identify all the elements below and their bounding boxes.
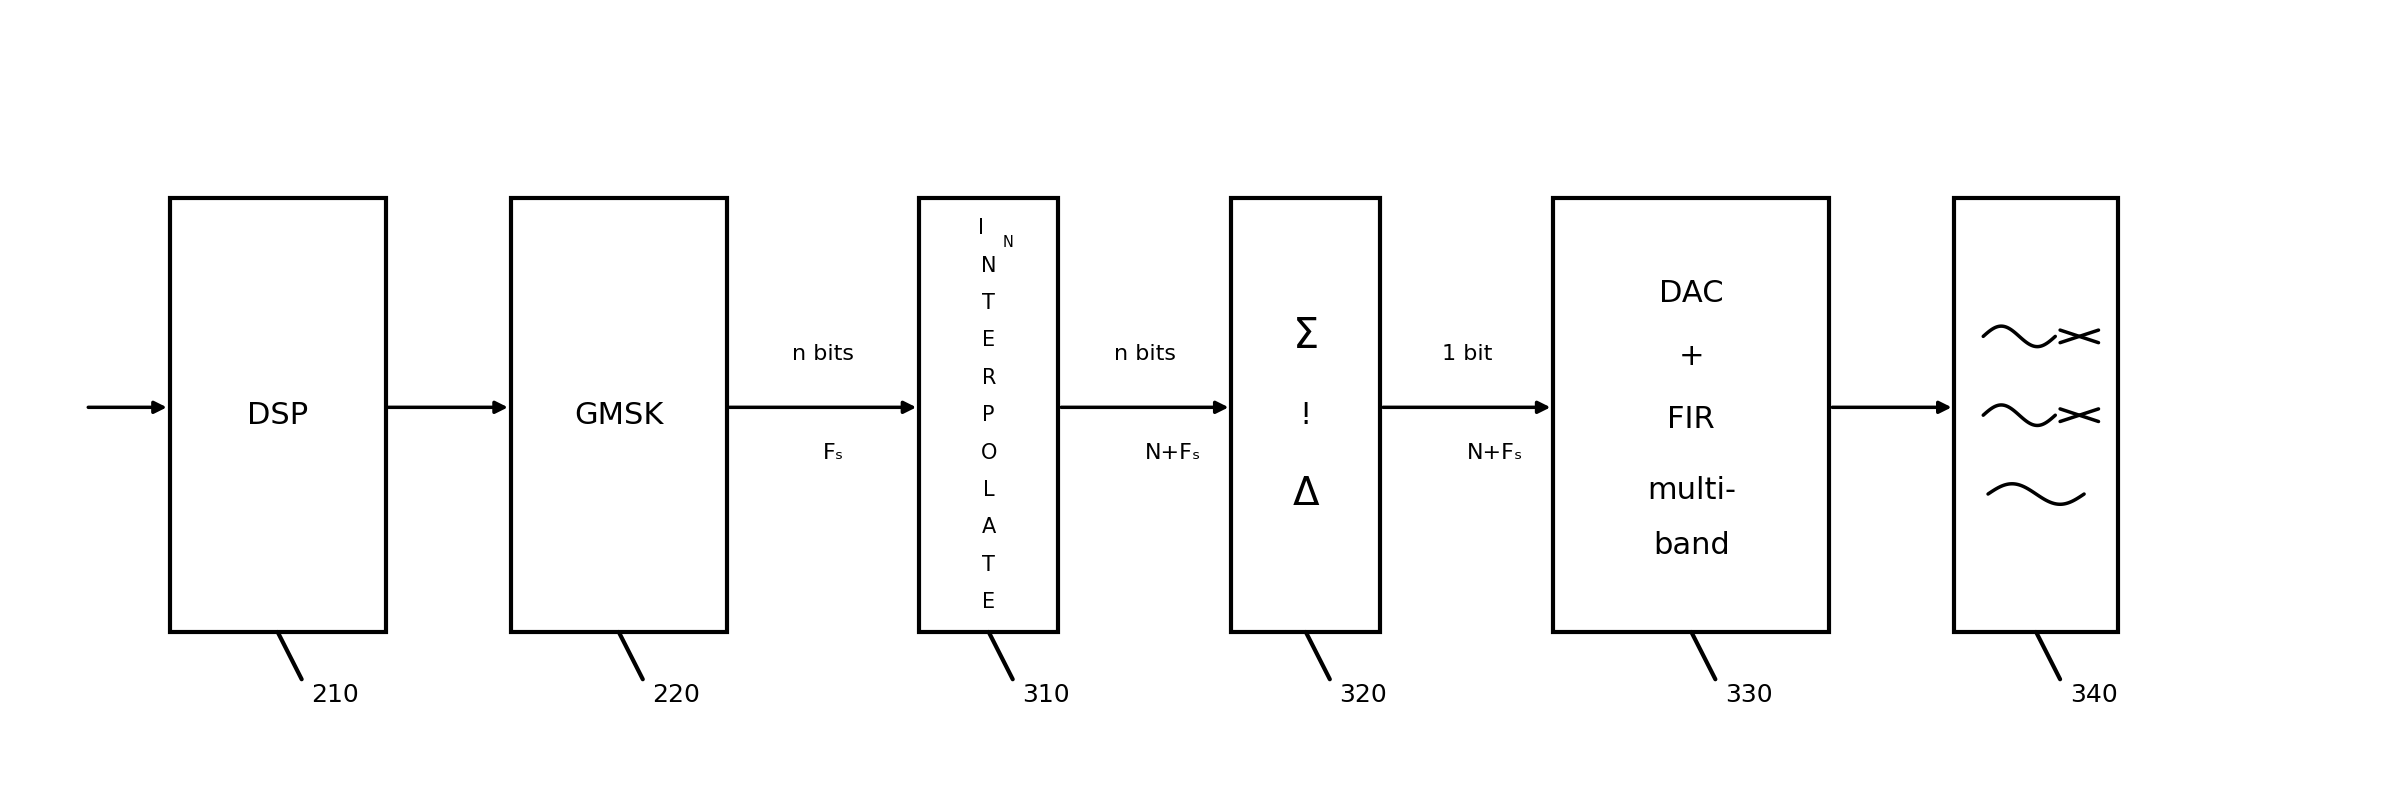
Bar [510,199,726,632]
Text: P: P [984,405,996,426]
Text: I: I [979,218,984,238]
Bar [1554,199,1830,632]
Text: DAC: DAC [1659,278,1724,308]
Text: L: L [984,480,996,500]
Text: T: T [981,293,996,313]
Text: N+Fₛ: N+Fₛ [1467,443,1522,463]
Text: 320: 320 [1340,683,1388,707]
Text: N: N [981,255,996,276]
Text: +: + [1679,342,1705,371]
Text: GMSK: GMSK [575,401,664,430]
Text: E: E [981,592,996,612]
Text: N+Fₛ: N+Fₛ [1145,443,1200,463]
Bar [1231,199,1380,632]
Text: 1 bit: 1 bit [1441,344,1491,364]
Text: FIR: FIR [1667,405,1715,433]
Text: band: band [1652,531,1729,560]
Text: O: O [981,443,998,463]
Text: n bits: n bits [791,344,854,364]
Text: Fₛ: Fₛ [823,443,844,463]
Text: 330: 330 [1724,683,1772,707]
Text: !: ! [1299,401,1311,430]
Text: 210: 210 [310,683,358,707]
Text: 340: 340 [2071,683,2116,707]
Text: Σ: Σ [1291,316,1318,358]
Text: n bits: n bits [1114,344,1176,364]
Bar [168,199,385,632]
Text: DSP: DSP [248,401,308,430]
Bar [919,199,1058,632]
Text: A: A [981,517,996,537]
Text: multi-: multi- [1647,475,1736,505]
Text: 220: 220 [652,683,700,707]
Text: T: T [981,554,996,574]
Text: N: N [1003,235,1013,250]
Text: Δ: Δ [1291,475,1318,513]
Bar [1955,199,2119,632]
Text: 310: 310 [1022,683,1070,707]
Text: R: R [981,368,996,388]
Text: E: E [981,331,996,350]
